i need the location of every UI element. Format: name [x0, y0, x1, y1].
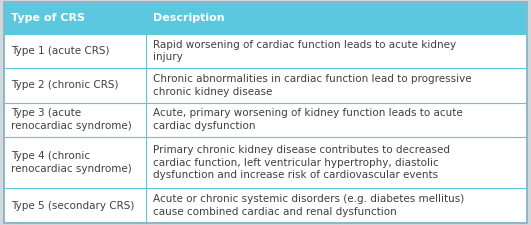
Text: Description: Description — [153, 13, 225, 23]
Text: Chronic abnormalities in cardiac function lead to progressive
chronic kidney dis: Chronic abnormalities in cardiac functio… — [153, 74, 472, 97]
Text: Type 5 (secondary CRS): Type 5 (secondary CRS) — [11, 200, 134, 211]
Text: Type 3 (acute
renocardiac syndrome): Type 3 (acute renocardiac syndrome) — [11, 108, 131, 131]
Text: Type 1 (acute CRS): Type 1 (acute CRS) — [11, 46, 109, 56]
Text: Type of CRS: Type of CRS — [11, 13, 84, 23]
Text: Type 4 (chronic
renocardiac syndrome): Type 4 (chronic renocardiac syndrome) — [11, 151, 131, 174]
Text: Acute, primary worsening of kidney function leads to acute
cardiac dysfunction: Acute, primary worsening of kidney funct… — [153, 108, 463, 131]
Text: Type 2 (chronic CRS): Type 2 (chronic CRS) — [11, 80, 118, 90]
Text: Rapid worsening of cardiac function leads to acute kidney
injury: Rapid worsening of cardiac function lead… — [153, 40, 456, 62]
Bar — [4, 2, 527, 34]
Text: Acute or chronic systemic disorders (e.g. diabetes mellitus)
cause combined card: Acute or chronic systemic disorders (e.g… — [153, 194, 464, 217]
Text: Primary chronic kidney disease contributes to decreased
cardiac function, left v: Primary chronic kidney disease contribut… — [153, 145, 450, 180]
